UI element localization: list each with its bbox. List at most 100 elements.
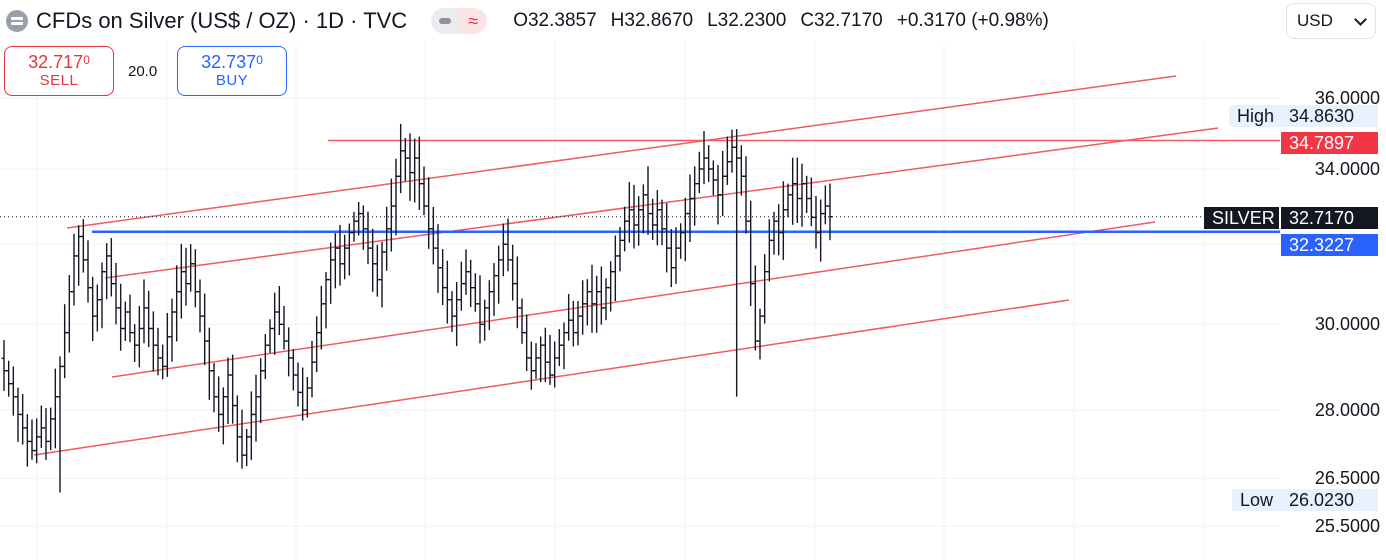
- ohlc-bar: [300, 367, 306, 421]
- ohlc-bar: [416, 136, 422, 210]
- wave-icon[interactable]: ≈: [459, 8, 488, 34]
- ohlc-bar: [468, 259, 474, 308]
- ohlc-bar: [342, 234, 348, 280]
- ohlc-bar: [589, 264, 595, 333]
- ohlc-bar: [533, 343, 539, 379]
- ohlc-bar: [510, 244, 516, 301]
- buy-button[interactable]: 32.7370 BUY: [177, 46, 287, 96]
- ohlc-bar: [239, 409, 245, 469]
- ohlc-bar: [472, 273, 478, 312]
- ohlc-bar: [752, 265, 758, 351]
- ohlc-bar: [486, 280, 492, 331]
- high-value-tag: 34.8630: [1281, 105, 1378, 127]
- ohlc-bar: [528, 341, 534, 390]
- ohlc-bar: [323, 272, 329, 329]
- ohlc-bar: [706, 145, 712, 182]
- ohlc-bar: [216, 376, 222, 432]
- ohlc-bar: [748, 200, 754, 307]
- ohlc-bar: [412, 138, 418, 203]
- ohlc-bar: [454, 282, 460, 347]
- high-value: H32.8670: [610, 10, 694, 31]
- ohlc-bar: [738, 145, 744, 196]
- ohlc-bar: [500, 223, 506, 277]
- ohlc-bar: [370, 228, 376, 292]
- sell-price-sup: 0: [83, 53, 90, 67]
- ohlc-bar: [374, 244, 380, 297]
- ohlc-bar: [15, 387, 21, 442]
- ohlc-bar: [318, 285, 324, 350]
- ohlc-bar: [309, 340, 315, 398]
- eye-icon[interactable]: [431, 8, 460, 34]
- ohlc-bar: [295, 362, 301, 407]
- trend-lines[interactable]: [0, 75, 1280, 456]
- ohlc-bar: [790, 157, 796, 225]
- ohlc-bar: [328, 242, 334, 304]
- close-value: C32.7170: [800, 10, 883, 31]
- ohlc-bar: [398, 123, 404, 194]
- ohlc-bar: [127, 294, 133, 343]
- ohlc-bar: [141, 279, 147, 344]
- ohlc-bar: [253, 374, 259, 442]
- ohlc-bar: [360, 205, 366, 250]
- sell-button[interactable]: 32.7170 SELL: [4, 46, 114, 96]
- chevron-down-icon: [1354, 12, 1367, 26]
- ohlc-bar: [426, 177, 432, 249]
- buy-price-sup: 0: [256, 53, 263, 67]
- ohlc-bar: [584, 279, 590, 326]
- ohlc-bar: [692, 166, 698, 226]
- ohlc-bar: [505, 218, 511, 272]
- ohlc-bar: [514, 256, 520, 329]
- ohlc-bar: [804, 175, 810, 213]
- channel-line: [66, 75, 1177, 229]
- ohlc-bar: [206, 327, 212, 400]
- ohlc-bar: [272, 292, 278, 355]
- ohlc-bar: [192, 249, 198, 308]
- symbol-title[interactable]: CFDs on Silver (US$ / OZ) · 1D · TVC: [36, 8, 408, 33]
- ohlc-bar: [66, 274, 72, 353]
- ohlc-bar: [594, 275, 600, 333]
- ohlc-bar: [780, 181, 786, 260]
- ohlc-bar: [122, 301, 128, 342]
- ohlc-bar: [1, 340, 7, 391]
- ohlc-bar: [393, 158, 399, 236]
- ohlc-bar: [547, 334, 553, 385]
- ohlc-bar: [444, 260, 450, 324]
- ohlc-bars: [1, 123, 833, 493]
- sell-price: 32.7170: [28, 52, 90, 72]
- ohlc-bar: [155, 327, 161, 376]
- ohlc-bar: [351, 211, 357, 242]
- ohlc-bar: [566, 294, 572, 341]
- ohlc-bar: [314, 316, 320, 373]
- currency-select[interactable]: USD: [1286, 3, 1376, 39]
- ohlc-bar: [108, 238, 114, 297]
- buy-label: BUY: [215, 72, 249, 89]
- ohlc-bar: [337, 224, 343, 286]
- ohlc-bar: [384, 206, 390, 271]
- ohlc-bar: [281, 305, 287, 350]
- ohlc-bar: [430, 206, 436, 265]
- ohlc-bar: [622, 206, 628, 252]
- open-value: O32.3857: [513, 10, 597, 31]
- last-price-tag: 32.7170: [1281, 207, 1378, 229]
- chart-header: CFDs on Silver (US$ / OZ) · 1D · TVC ≈ O…: [0, 0, 1280, 42]
- blue-line-price-tag: 32.3227: [1281, 234, 1378, 256]
- ohlc-bar: [388, 178, 394, 252]
- ohlc-bar: [575, 301, 581, 346]
- silver-bar-icon: [6, 10, 28, 32]
- spread-value: 20.0: [128, 63, 158, 80]
- ohlc-bar: [570, 300, 576, 347]
- ohlc-bar: [304, 376, 310, 418]
- ohlc-bar: [99, 262, 105, 329]
- ohlc-bar: [290, 349, 296, 391]
- ohlc-bar: [267, 319, 273, 354]
- ohlc-bar: [617, 226, 623, 272]
- ohlc-bar: [449, 291, 455, 332]
- ohlc-bar: [659, 199, 665, 246]
- ohlc-bar: [174, 265, 180, 342]
- ohlc-bar: [164, 313, 170, 377]
- ohlc-bar: [169, 298, 175, 362]
- ohlc-bar: [631, 184, 637, 249]
- ohlc-bar: [608, 261, 614, 312]
- currency-value: USD: [1297, 11, 1333, 30]
